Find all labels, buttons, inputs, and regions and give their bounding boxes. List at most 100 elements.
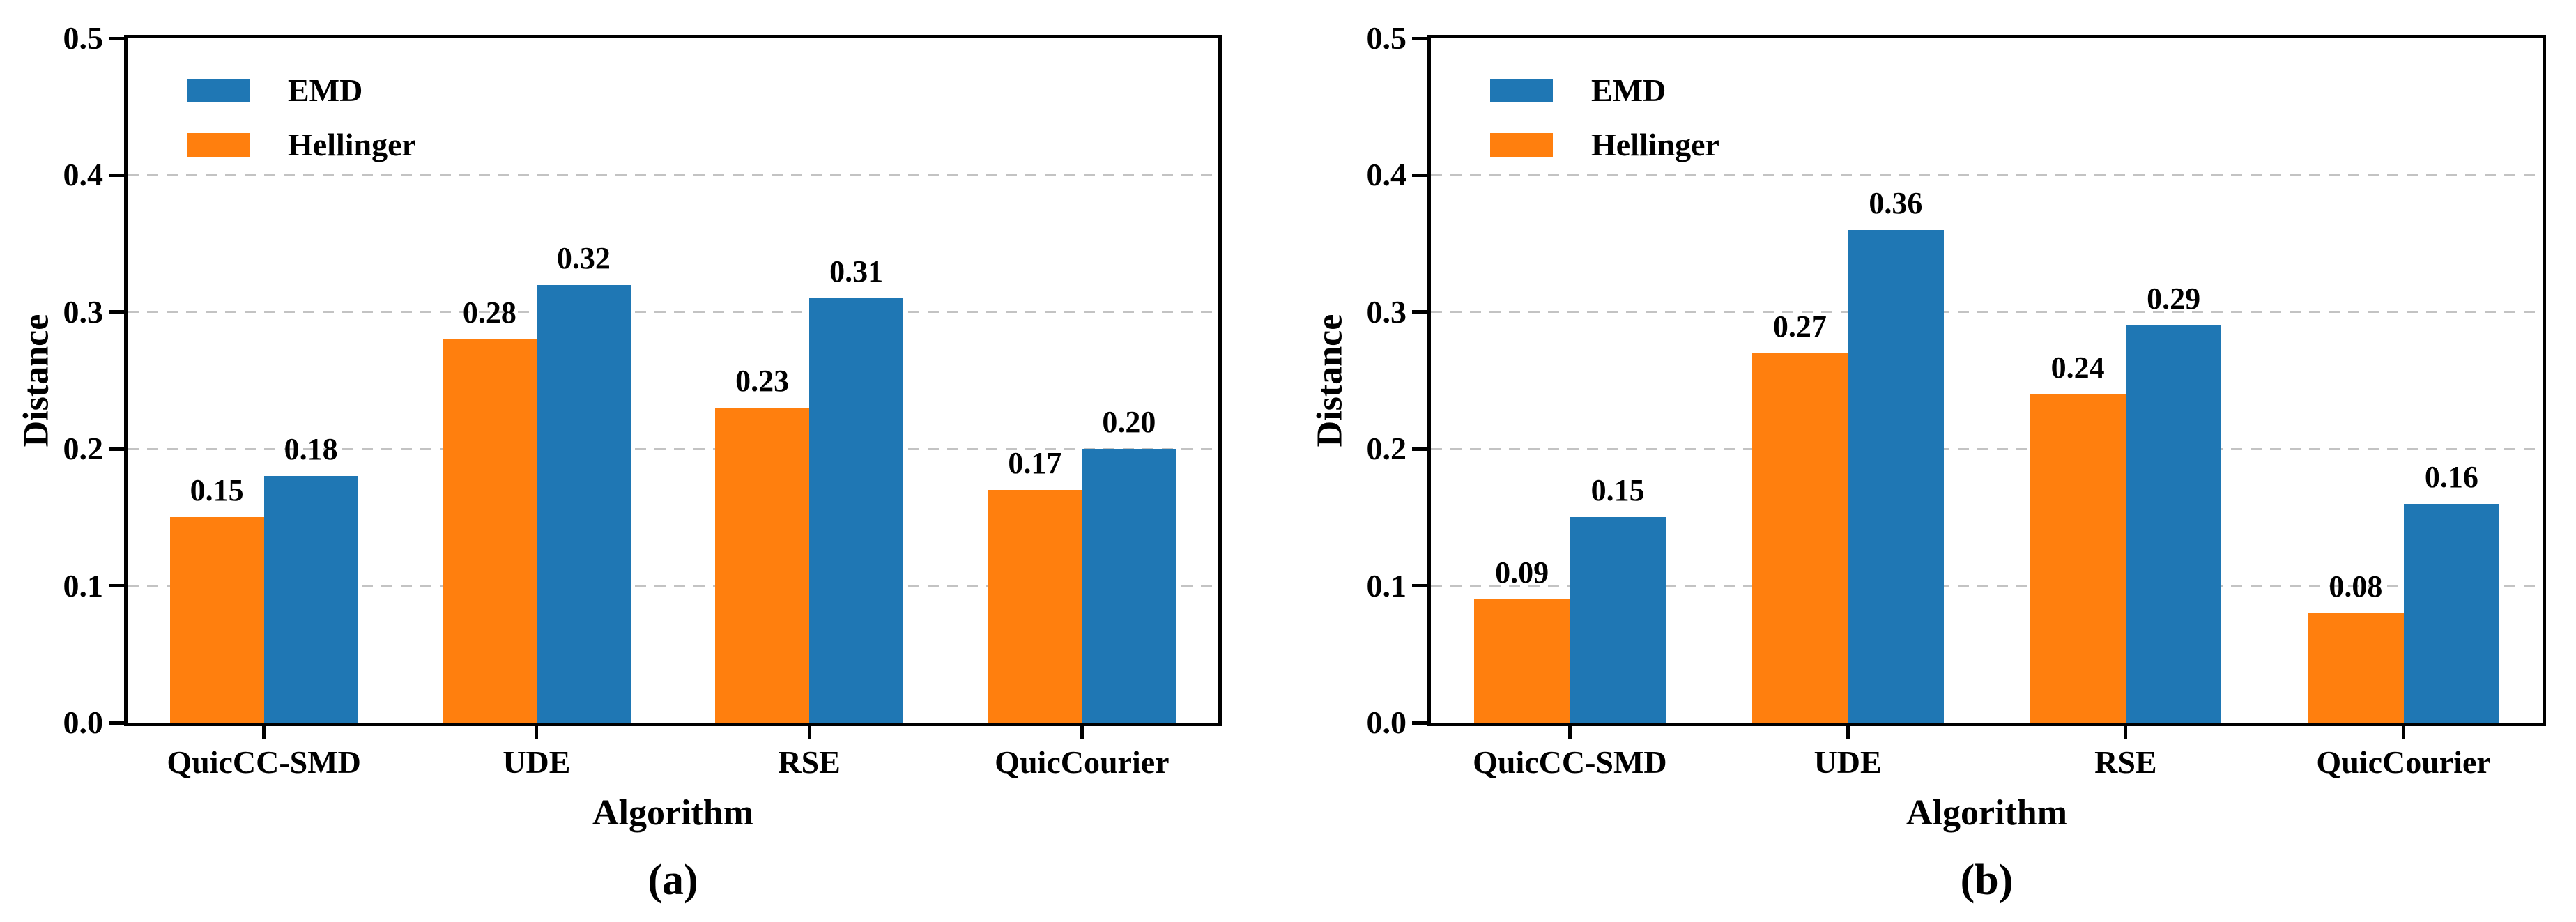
bar-hellinger-RSE bbox=[715, 408, 810, 723]
bar-emd-RSE bbox=[2125, 325, 2222, 723]
y-tick-mark-0.3 bbox=[1412, 310, 1427, 314]
bar-value-emd-QuicCourier: 0.20 bbox=[1102, 405, 1156, 440]
gridline-0.2 bbox=[1431, 447, 2543, 450]
bar-emd-QuicCourier bbox=[2403, 503, 2500, 723]
legend-swatch-emd bbox=[187, 79, 250, 102]
y-tick-mark-0.2 bbox=[1412, 447, 1427, 451]
y-tick-label-0.4: 0.4 bbox=[63, 157, 104, 193]
x-tick-label-QuicCC-SMD: QuicCC-SMD bbox=[167, 744, 361, 780]
x-tick-label-RSE: RSE bbox=[2094, 744, 2157, 780]
gridline-0.4 bbox=[1431, 174, 2543, 176]
bar-value-hellinger-QuicCC-SMD: 0.15 bbox=[190, 473, 244, 508]
y-axis-title: Distance bbox=[1310, 314, 1350, 447]
x-tick-label-RSE: RSE bbox=[778, 744, 841, 780]
bar-hellinger-UDE bbox=[442, 339, 537, 723]
x-tick-label-UDE: UDE bbox=[1814, 744, 1882, 780]
bar-emd-UDE bbox=[536, 284, 631, 723]
bar-value-emd-RSE: 0.31 bbox=[829, 254, 884, 289]
bar-hellinger-QuicCC-SMD bbox=[169, 517, 264, 723]
gridline-0.1 bbox=[1431, 585, 2543, 587]
x-tick-label-QuicCC-SMD: QuicCC-SMD bbox=[1473, 744, 1667, 780]
bar-emd-QuicCC-SMD bbox=[263, 476, 358, 723]
x-tick-mark-QuicCC-SMD bbox=[1567, 726, 1572, 739]
bar-emd-UDE bbox=[1848, 229, 1944, 723]
y-tick-mark-0.2 bbox=[109, 447, 124, 451]
legend-item-hellinger: Hellinger bbox=[1490, 128, 1719, 162]
bar-value-hellinger-UDE: 0.27 bbox=[1772, 309, 1827, 344]
bar-value-emd-UDE: 0.32 bbox=[556, 240, 611, 275]
bar-value-hellinger-UDE: 0.28 bbox=[462, 295, 516, 330]
gridline-0.4 bbox=[128, 174, 1218, 176]
y-tick-mark-0.0 bbox=[109, 721, 124, 725]
y-tick-label-0.0: 0.0 bbox=[1366, 705, 1407, 740]
plot-area: 0.15 0.28 0.23 0.17 0.18 0.32 0.31 0.20 EMD Hell… bbox=[109, 35, 1222, 739]
y-tick-label-0.3: 0.3 bbox=[1366, 293, 1407, 330]
x-tick-mark-RSE bbox=[2124, 726, 2128, 739]
y-tick-mark-0.5 bbox=[109, 36, 124, 40]
plot-inner: 0.09 0.27 0.24 0.08 0.15 0.36 0.29 0.16 EMD Hell… bbox=[1412, 36, 2543, 739]
bar-value-emd-UDE: 0.36 bbox=[1869, 185, 1923, 220]
y-tick-mark-0.5 bbox=[1412, 36, 1427, 40]
legend-item-hellinger: Hellinger bbox=[187, 128, 416, 162]
x-axis-title: Algorithm bbox=[1906, 793, 2068, 833]
x-tick-label-QuicCourier: QuicCourier bbox=[2316, 744, 2491, 780]
x-tick-mark-QuicCC-SMD bbox=[262, 726, 266, 739]
legend-swatch-emd bbox=[1490, 79, 1553, 102]
panel-b: Distance 0.09 0.27 0.24 0.08 0.15 0.36 0.29 0.1… bbox=[1288, 0, 2576, 922]
legend-swatch-hellinger bbox=[1490, 133, 1553, 157]
y-tick-label-0.2: 0.2 bbox=[63, 431, 104, 467]
panel-a: Distance 0.15 0.28 0.23 0.17 0.18 0.32 0.31 0.2… bbox=[16, 20, 1222, 904]
x-tick-mark-QuicCourier bbox=[2402, 726, 2406, 739]
bar-value-hellinger-QuicCC-SMD: 0.09 bbox=[1495, 555, 1549, 590]
gridline-0.2 bbox=[128, 447, 1218, 450]
y-tick-label-0.1: 0.1 bbox=[63, 567, 104, 604]
bar-value-hellinger-QuicCourier: 0.08 bbox=[2329, 569, 2383, 604]
y-tick-label-0.2: 0.2 bbox=[1366, 431, 1407, 467]
y-tick-mark-0.4 bbox=[109, 173, 124, 177]
bar-hellinger-UDE bbox=[1751, 353, 1848, 723]
bar-value-hellinger-QuicCourier: 0.17 bbox=[1008, 446, 1062, 481]
y-tick-label-0.5: 0.5 bbox=[63, 20, 104, 56]
legend: EMD Hellinger bbox=[1490, 73, 1719, 182]
bar-value-emd-RSE: 0.29 bbox=[2147, 282, 2201, 316]
y-tick-label-0.3: 0.3 bbox=[63, 293, 104, 330]
panel-caption: (b) bbox=[1960, 856, 2014, 904]
gridline-0.3 bbox=[1431, 311, 2543, 314]
legend-item-emd: EMD bbox=[187, 73, 416, 108]
y-tick-mark-0.1 bbox=[1412, 584, 1427, 588]
x-axis-title: Algorithm bbox=[592, 793, 754, 833]
y-axis-title: Distance bbox=[16, 314, 56, 447]
y-tick-mark-0.0 bbox=[1412, 721, 1427, 725]
gridline-0.1 bbox=[128, 585, 1218, 587]
y-tick-mark-0.1 bbox=[109, 584, 124, 588]
x-tick-label-UDE: UDE bbox=[503, 744, 571, 780]
x-tick-mark-QuicCourier bbox=[1080, 726, 1084, 739]
bar-hellinger-QuicCourier bbox=[2308, 613, 2404, 723]
bar-value-emd-QuicCC-SMD: 0.15 bbox=[1590, 473, 1645, 508]
legend-item-emd: EMD bbox=[1490, 73, 1719, 108]
plot-area: 0.09 0.27 0.24 0.08 0.15 0.36 0.29 0.16 EMD Hell… bbox=[1412, 35, 2546, 739]
bar-emd-QuicCC-SMD bbox=[1570, 517, 1666, 723]
panel-caption: (a) bbox=[647, 856, 698, 904]
y-tick-label-0.1: 0.1 bbox=[1366, 567, 1407, 604]
y-tick-mark-0.4 bbox=[1412, 173, 1427, 177]
x-tick-mark-UDE bbox=[1846, 726, 1850, 739]
bar-value-emd-QuicCC-SMD: 0.18 bbox=[284, 432, 338, 467]
y-tick-label-0.5: 0.5 bbox=[1366, 20, 1407, 56]
bar-emd-RSE bbox=[809, 298, 904, 723]
bar-value-hellinger-RSE: 0.24 bbox=[2050, 350, 2105, 385]
bar-hellinger-RSE bbox=[2030, 394, 2126, 723]
legend-label-hellinger: Hellinger bbox=[1591, 127, 1719, 162]
bar-hellinger-QuicCC-SMD bbox=[1473, 599, 1570, 723]
y-tick-label-0.4: 0.4 bbox=[1366, 157, 1407, 193]
bar-emd-QuicCourier bbox=[1082, 449, 1176, 723]
gridline-0.3 bbox=[128, 311, 1218, 314]
x-tick-mark-RSE bbox=[807, 726, 811, 739]
legend-swatch-hellinger bbox=[187, 133, 250, 157]
bar-value-emd-QuicCourier: 0.16 bbox=[2424, 459, 2478, 494]
legend-label-emd: EMD bbox=[288, 72, 363, 108]
y-tick-mark-0.3 bbox=[109, 310, 124, 314]
bar-hellinger-QuicCourier bbox=[988, 490, 1082, 723]
plot-inner: 0.15 0.28 0.23 0.17 0.18 0.32 0.31 0.20 EMD Hell… bbox=[109, 36, 1218, 739]
